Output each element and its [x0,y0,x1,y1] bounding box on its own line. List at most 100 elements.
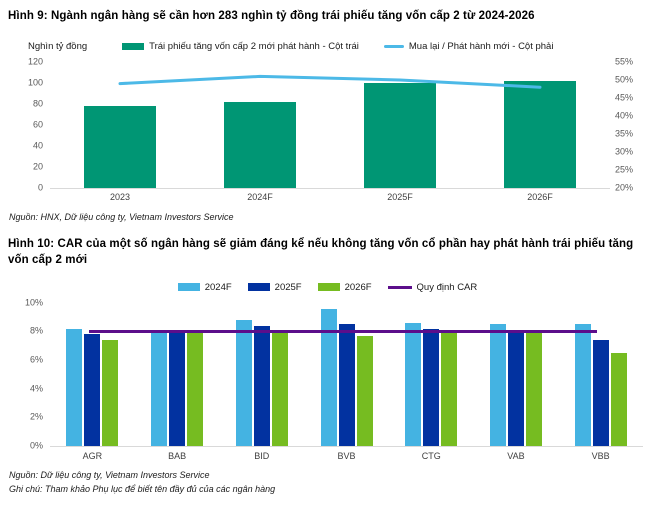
fig10-bar-VBB-2026F [610,352,627,446]
figure10-legend-label: Quy định CAR [416,281,478,293]
fig10-bar-BAB-2024F [151,330,168,446]
fig10-category-label: BAB [168,450,187,461]
fig9-right-tick-label: 20% [615,182,634,193]
figure9-axis-unit-label: Nghìn tỷ đồng [28,41,88,53]
figure9-legend-item-bonds: Trái phiếu tăng vốn cấp 2 mới phát hành … [122,41,359,52]
fig10-bar-group-VBB [558,303,643,446]
figure10-legend-label: 2026F [344,281,372,293]
fig10-bar-group-BVB [304,303,389,446]
fig9-bar-slot [190,62,330,189]
figure10-chart: 10% 8% 6% 4% 2% 0% [0,298,643,451]
legend-swatch-icon [317,283,340,292]
purple-line-swatch-icon [387,285,412,289]
fig10-bar-group-BID [219,303,304,446]
fig9-category-label: 2024F [247,192,273,203]
figure9-legend: Nghìn tỷ đồng Trái phiếu tăng vốn cấp 2 … [28,41,655,52]
figure10-legend-label: 2025F [274,281,302,293]
fig10-bar-BID-2025F [253,325,270,446]
figure10-source: Nguồn: Dữ liệu công ty, Vietnam Investor… [9,469,210,480]
fig10-bar-group-CTG [389,303,474,446]
fig10-bar-CTG-2026F [441,332,458,446]
figure9-right-axis: 55% 50% 45% 40% 35% 30% 25% 20% [610,57,645,192]
figure9-x-axis-labels: 2023 2024F 2025F 2026F [50,192,610,202]
fig10-bar-BAB-2026F [187,332,204,446]
figure10-x-axis-labels: AGR BAB BID BVB CTG VAB VBB [50,451,643,461]
figure10-legend: 2024F 2025F 2026F Quy định CAR [0,282,655,293]
fig9-category-label: 2025F [387,192,413,203]
figure10-legend-item-2025F: 2025F [247,281,302,293]
fig10-bar-BID-2026F [271,331,288,446]
fig9-left-tick-label: 60 [32,119,43,130]
figure9-legend-label-ratio: Mua lại / Phát hành mới - Cột phải [408,41,554,53]
fig10-bar-BID-2024F [235,320,252,446]
fig10-tick-label: 10% [24,297,43,308]
fig10-category-label: BVB [337,450,356,461]
legend-swatch-icon [177,283,200,292]
fig10-category-label: AGR [82,450,103,461]
fig10-bar-group-BAB [135,303,220,446]
figure10-y-axis: 10% 8% 6% 4% 2% 0% [0,298,50,451]
fig9-right-tick-label: 50% [615,74,634,85]
figure10-legend-label: 2024F [204,281,232,293]
fig10-bar-AGR-2025F [84,334,101,446]
fig10-bar-VAB-2026F [525,330,542,446]
figure9-source: Nguồn: HNX, Dữ liệu công ty, Vietnam Inv… [9,212,234,223]
figure9-legend-label-bonds: Trái phiếu tăng vốn cấp 2 mới phát hành … [149,41,359,53]
fig10-tick-label: 4% [29,383,43,394]
fig10-bar-group-AGR [50,303,135,446]
figure9-plot-area [50,62,610,190]
fig9-left-tick-label: 0 [37,182,43,193]
fig10-bar-VBB-2025F [592,340,609,446]
fig9-category-label: 2023 [109,192,131,203]
figure9-title: Hình 9: Ngành ngân hàng sẽ cần hơn 283 n… [8,10,535,22]
legend-swatch-icon [247,283,270,292]
fig10-bar-BVB-2026F [356,335,373,446]
figure9-legend-item-ratio: Mua lại / Phát hành mới - Cột phải [383,41,554,53]
fig10-category-label: CTG [421,450,441,461]
fig9-left-tick-label: 120 [27,56,43,67]
fig9-category-label: 2026F [527,192,553,203]
figure10-note: Ghi chú: Tham khảo Phụ lục để biết tên đ… [9,484,276,495]
fig9-bar-slot [330,62,470,189]
blue-line-swatch-icon [383,44,404,49]
fig10-bar-VAB-2024F [489,324,506,446]
figure9-left-axis: 120 100 80 60 40 20 0 [0,57,50,192]
fig9-bar-2024F [224,102,296,189]
fig9-right-tick-label: 40% [615,110,634,121]
fig9-right-tick-label: 45% [615,92,634,103]
fig9-left-tick-label: 100 [27,77,43,88]
figure10-legend-item-2026F: 2026F [317,281,372,293]
fig9-bar-slot [470,62,610,189]
fig10-bar-BVB-2024F [320,308,337,446]
fig10-bar-BAB-2025F [169,331,186,446]
fig9-left-tick-label: 20 [32,161,43,172]
fig10-bar-BVB-2025F [338,324,355,446]
fig10-bar-AGR-2026F [102,340,119,446]
fig9-bar-2026F [504,81,576,189]
figure10-legend-item-reference: Quy định CAR [387,281,478,293]
fig10-bar-VBB-2024F [574,324,591,446]
teal-bar-swatch-icon [122,43,145,51]
fig9-right-tick-label: 30% [615,146,634,157]
fig9-right-tick-label: 55% [615,56,634,67]
figure10-title: Hình 10: CAR của một số ngân hàng sẽ giả… [8,237,634,266]
fig10-category-label: BID [254,450,270,461]
fig9-bar-2023 [84,106,156,189]
fig10-bar-CTG-2024F [405,322,422,446]
fig10-bar-VAB-2025F [507,332,524,446]
figure9-chart: 120 100 80 60 40 20 0 55% 50% 45% 40% 35% 30% 25% 20% [0,57,645,192]
fig10-category-label: VBB [591,450,610,461]
fig9-left-tick-label: 40 [32,140,43,151]
fig9-left-tick-label: 80 [32,98,43,109]
fig10-tick-label: 2% [29,411,43,422]
fig9-right-tick-label: 25% [615,164,634,175]
fig10-bar-CTG-2025F [423,328,440,446]
figure10-plot-area [50,303,643,447]
fig10-tick-label: 8% [29,325,43,336]
fig9-right-tick-label: 35% [615,128,634,139]
fig10-tick-label: 0% [29,440,43,451]
fig10-bar-AGR-2024F [66,328,83,446]
fig10-category-label: VAB [507,450,525,461]
figure10-legend-item-2024F: 2024F [177,281,232,293]
